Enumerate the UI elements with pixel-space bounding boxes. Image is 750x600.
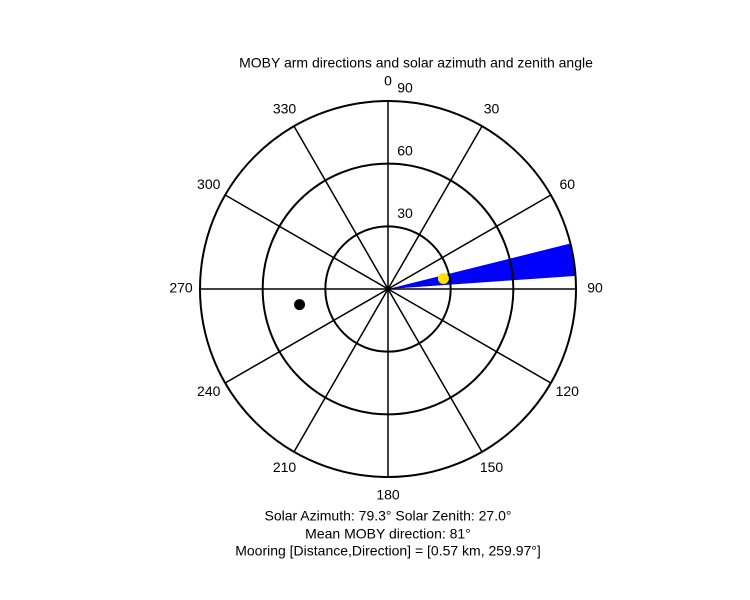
theta-tick-label: 180 xyxy=(376,487,400,503)
theta-tick-label: 270 xyxy=(169,280,193,296)
theta-tick-label: 330 xyxy=(273,100,297,116)
theta-tick-label: 150 xyxy=(480,459,504,475)
annotation: Mean MOBY direction: 81° xyxy=(305,526,471,542)
theta-tick-label: 60 xyxy=(559,176,575,192)
point xyxy=(437,273,449,285)
r-tick-label: 90 xyxy=(397,80,413,96)
arm-sector xyxy=(388,243,576,289)
spoke xyxy=(387,125,483,290)
spoke xyxy=(387,288,483,453)
theta-tick-label: 300 xyxy=(197,176,221,192)
spoke xyxy=(224,194,389,290)
theta-tick-label: 240 xyxy=(197,383,221,399)
spoke xyxy=(293,125,389,290)
spoke xyxy=(224,288,389,384)
r-tick-label: 60 xyxy=(397,142,413,158)
annotation: Solar Azimuth: 79.3° Solar Zenith: 27.0° xyxy=(265,508,512,524)
theta-tick-label: 210 xyxy=(273,459,297,475)
chart-title: MOBY arm directions and solar azimuth an… xyxy=(239,55,593,71)
r-tick-label: 30 xyxy=(397,205,413,221)
theta-tick-label: 120 xyxy=(556,383,580,399)
annotation: Mooring [Distance,Direction] = [0.57 km,… xyxy=(235,543,541,559)
theta-tick-label: 90 xyxy=(587,280,603,296)
spoke xyxy=(387,194,552,290)
spoke xyxy=(293,288,389,453)
spoke xyxy=(387,288,552,384)
theta-tick-label: 30 xyxy=(484,100,500,116)
theta-tick-label: 0 xyxy=(384,73,392,89)
point xyxy=(294,299,306,311)
